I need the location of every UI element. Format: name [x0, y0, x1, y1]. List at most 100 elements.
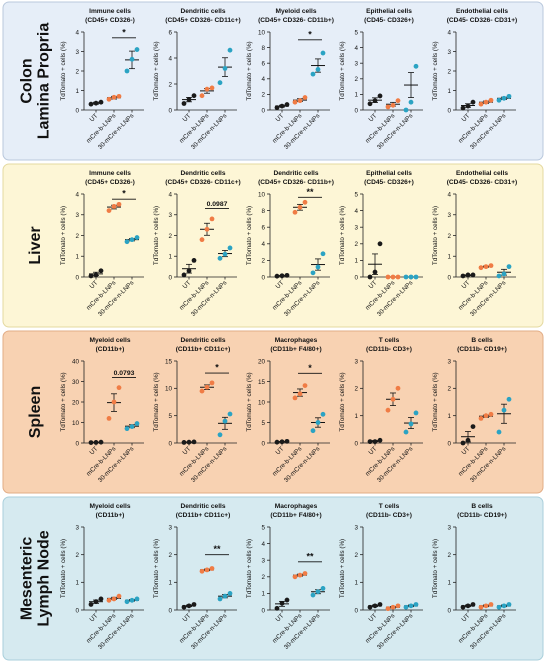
data-point: [413, 274, 419, 280]
y-tick-label: 3: [447, 524, 451, 531]
data-point: [134, 235, 140, 240]
data-point: [501, 407, 507, 413]
y-tick-label: 3: [75, 49, 79, 56]
significance-label: *: [122, 27, 126, 37]
data-point: [93, 100, 99, 106]
data-point: [124, 426, 130, 432]
x-tick-label-group: UT: [89, 612, 100, 623]
data-point: [292, 209, 298, 215]
y-axis-title: TdTomato + cells (%): [339, 539, 346, 598]
data-point: [377, 437, 383, 443]
x-tick-label: UT: [461, 612, 472, 623]
data-point: [111, 94, 117, 100]
y-tick-label: 2: [168, 552, 172, 559]
data-point: [134, 421, 140, 426]
panel-title: T cells: [379, 337, 400, 344]
data-point: [284, 272, 290, 278]
tissue-row: Liver Immune cells (CD45+ CD326-) 0 1 2 3 4 TdTo…: [2, 163, 544, 328]
data-point: [297, 204, 303, 210]
data-point: [297, 391, 303, 397]
data-point: [124, 68, 130, 74]
x-tick-label: UT: [182, 612, 193, 623]
panel-subtitle: (CD11b+): [96, 512, 125, 519]
y-tick-label: 3: [354, 225, 358, 232]
y-tick-label: 2: [447, 386, 451, 393]
y-tick-label: 5: [261, 420, 265, 427]
data-point: [470, 99, 476, 105]
data-point: [302, 383, 308, 388]
x-tick-label: UT: [368, 279, 379, 290]
y-tick-label: 1: [168, 580, 172, 587]
y-tick-label: 2: [168, 233, 172, 240]
data-point: [274, 605, 280, 611]
data-point: [106, 96, 112, 102]
data-point: [315, 67, 321, 72]
data-point: [98, 99, 104, 105]
data-point: [483, 99, 489, 105]
y-tick-label: 1: [354, 580, 358, 587]
data-point: [186, 268, 192, 274]
y-tick-label: 5: [168, 413, 172, 420]
data-point: [478, 416, 484, 421]
y-tick-label: 3: [447, 212, 451, 219]
data-point: [204, 567, 210, 573]
data-point: [408, 274, 414, 280]
data-point: [209, 85, 215, 91]
y-axis-label: TdTomato + cells (%): [339, 539, 346, 598]
panel-title: Dendritic cells: [273, 170, 318, 177]
panel-title: Myeloid cells: [89, 337, 130, 344]
x-tick-label-group: UT: [368, 612, 379, 623]
y-axis-title: TdTomato + cells (%): [60, 372, 67, 431]
y-axis-label: TdTomato + cells (%): [339, 372, 346, 431]
data-point: [506, 93, 512, 99]
data-point: [496, 604, 502, 610]
y-tick-label: 2: [168, 81, 172, 88]
y-tick-label: 3: [354, 524, 358, 531]
data-point: [106, 597, 112, 603]
data-point: [199, 93, 205, 99]
x-tick-label-group: UT: [275, 612, 286, 623]
data-point: [310, 428, 316, 434]
y-tick-label: 1: [354, 258, 358, 265]
data-point: [413, 63, 419, 69]
data-point: [320, 50, 326, 56]
data-point: [191, 93, 197, 99]
x-tick-label: UT: [89, 279, 100, 290]
data-point: [470, 424, 476, 429]
x-tick-label: UT: [461, 279, 472, 290]
y-axis-label: TdTomato + cells (%): [153, 41, 160, 100]
data-point: [292, 395, 298, 401]
x-tick-label: UT: [368, 112, 379, 123]
panel-title: Endothelial cells: [456, 170, 508, 177]
data-point: [506, 396, 512, 402]
data-point: [460, 105, 466, 111]
y-tick-label: 8: [261, 45, 265, 52]
panel-subtitle: (CD45- CD326- CD31+): [447, 179, 518, 186]
y-axis-title: TdTomato + cells (%): [246, 539, 253, 598]
x-tick-label: UT: [461, 112, 472, 123]
tissue-label: Spleen: [27, 386, 44, 438]
panel-title: Macrophages: [275, 337, 318, 344]
y-tick-label: 0: [261, 440, 265, 447]
tissue-label: Colon Lamina Propria: [19, 23, 53, 140]
x-tick-label-group: UT: [461, 445, 472, 456]
data-point: [227, 591, 233, 596]
y-tick-label: 0: [261, 107, 265, 114]
y-axis-title: TdTomato + cells (%): [432, 372, 439, 431]
data-point: [377, 93, 383, 99]
y-tick-label: 5: [354, 29, 358, 36]
y-tick-label: 4: [447, 29, 451, 36]
data-point: [460, 273, 466, 279]
data-point: [377, 241, 383, 247]
y-tick-label: 0: [168, 607, 172, 614]
data-point: [372, 269, 378, 275]
y-tick-label: 6: [168, 29, 172, 36]
data-point: [465, 437, 471, 443]
data-point: [483, 413, 489, 419]
data-point: [310, 592, 316, 598]
y-tick-label: 3: [447, 49, 451, 56]
panel-subtitle: (CD45- CD326+): [364, 17, 414, 24]
significance-label: 0.0793: [114, 370, 135, 377]
tissue-label-line: Spleen: [27, 386, 44, 438]
